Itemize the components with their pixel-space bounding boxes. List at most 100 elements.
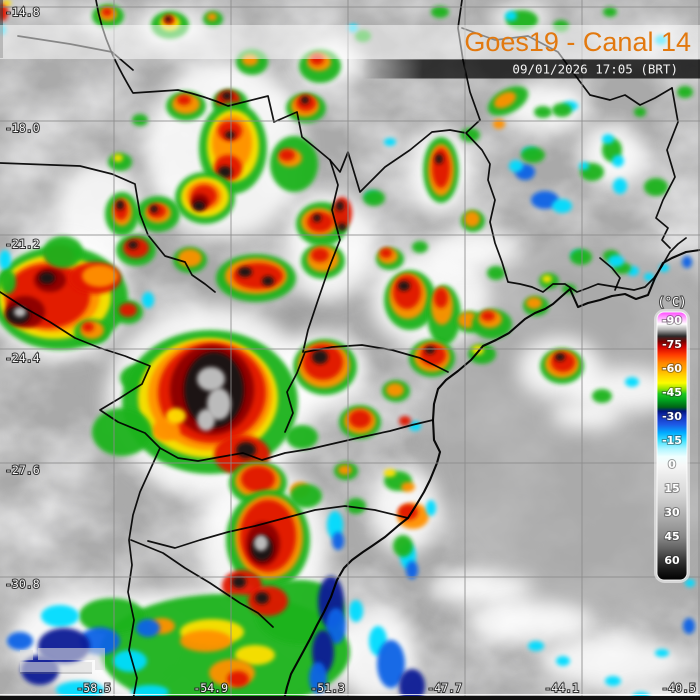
storm-cell — [579, 162, 589, 170]
storm-cell — [227, 671, 249, 687]
colorbar-tick-labels: -90 -75 -60 -45 -30 -15 0 15 30 45 60 — [661, 313, 683, 568]
latitude-label: -24.4 — [5, 351, 40, 365]
storm-cell — [432, 148, 450, 188]
storm-cell — [683, 618, 695, 634]
latitude-label: -18.0 — [5, 121, 40, 135]
storm-cell — [464, 211, 480, 227]
storm-cell — [528, 641, 544, 651]
storm-cell — [180, 630, 232, 652]
storm-cell — [363, 190, 385, 206]
storm-cell — [555, 353, 565, 361]
storm-cell — [481, 311, 495, 321]
storm-cell — [393, 535, 413, 557]
storm-cell — [399, 669, 425, 700]
storm-cell — [218, 166, 232, 178]
storm-cell — [431, 6, 449, 18]
storm-cell — [644, 178, 668, 196]
storm-cell — [241, 466, 275, 492]
storm-cell — [177, 95, 191, 105]
storm-cell — [142, 292, 154, 308]
page-title: Goes19 - Canal 14 — [464, 27, 691, 57]
storm-cell — [102, 8, 112, 16]
storm-cell — [92, 408, 152, 456]
storm-cell — [393, 275, 421, 309]
storm-cell — [406, 561, 418, 579]
storm-cell — [113, 154, 123, 162]
storm-cell — [197, 367, 225, 391]
storm-cell — [82, 265, 118, 287]
storm-cell — [255, 592, 269, 604]
cloud-mass — [428, 572, 532, 604]
storm-cell — [655, 649, 669, 657]
colorbar-tick-label: -30 — [662, 410, 682, 423]
storm-cell — [603, 7, 617, 17]
border-line — [655, 87, 679, 249]
title-band — [0, 25, 700, 59]
storm-cell — [493, 91, 517, 109]
storm-cell — [338, 465, 352, 475]
storm-cell — [0, 250, 11, 270]
storm-cell — [435, 154, 443, 164]
storm-cell — [43, 236, 83, 268]
storm-cell — [377, 640, 405, 688]
storm-cell — [309, 662, 327, 694]
colorbar-tick-label: -15 — [662, 434, 682, 447]
storm-cell — [509, 160, 523, 172]
storm-cell — [349, 600, 363, 622]
storm-cell — [677, 86, 693, 98]
storm-cell — [79, 598, 145, 634]
colorbar-gradient — [656, 311, 688, 581]
storm-cell — [150, 205, 158, 213]
storm-cell — [235, 645, 275, 665]
storm-cell — [207, 13, 217, 21]
storm-cell — [602, 134, 614, 144]
storm-cell — [346, 498, 366, 514]
storm-cell — [279, 149, 295, 161]
storm-cell — [136, 619, 160, 637]
storm-cell — [238, 267, 252, 277]
border-line — [599, 257, 621, 291]
border-line — [147, 505, 409, 549]
storm-cell — [552, 199, 572, 213]
storm-cell — [178, 249, 202, 267]
storm-cell — [399, 416, 411, 426]
storm-cell — [685, 579, 695, 587]
storm-cell — [605, 676, 621, 686]
temperature-colorbar: (°C) -90 -75 -60 -45 -30 -15 0 15 30 45 60 — [654, 294, 690, 583]
storm-cell — [608, 255, 624, 267]
agency-watermark-logo — [20, 648, 105, 674]
storm-cell — [254, 535, 268, 551]
storm-cell — [531, 191, 559, 209]
border-line — [465, 132, 687, 293]
storm-cell — [426, 500, 436, 516]
storm-cell — [326, 608, 346, 644]
storm-cell — [113, 650, 147, 672]
storm-cell — [39, 272, 55, 284]
cloud-mass — [540, 636, 684, 688]
storm-cell — [644, 273, 654, 281]
logo-shape-top — [38, 648, 105, 670]
storm-cell — [338, 223, 346, 231]
logo-shape-bottom — [20, 662, 92, 672]
storm-cell — [232, 576, 246, 588]
storm-cell — [380, 248, 392, 258]
colorbar-tick-label: -75 — [662, 338, 682, 351]
storm-cell — [165, 16, 171, 22]
storm-cell — [116, 200, 124, 210]
colorbar-tick-label: 45 — [664, 530, 679, 543]
storm-cell — [152, 419, 180, 441]
colorbar-glow — [654, 309, 690, 583]
timestamp-band — [362, 59, 700, 79]
storm-cell — [166, 408, 186, 424]
storm-cell — [313, 214, 321, 222]
colorbar-tick-label: 0 — [668, 458, 676, 471]
latitude-label: -21.2 — [5, 237, 40, 251]
colorbar-tick-label: 60 — [664, 554, 680, 567]
storm-cell — [521, 147, 545, 163]
storm-cell — [41, 605, 79, 627]
storm-cell — [386, 383, 404, 397]
storm-cell — [82, 322, 94, 332]
storm-cell — [505, 11, 517, 21]
